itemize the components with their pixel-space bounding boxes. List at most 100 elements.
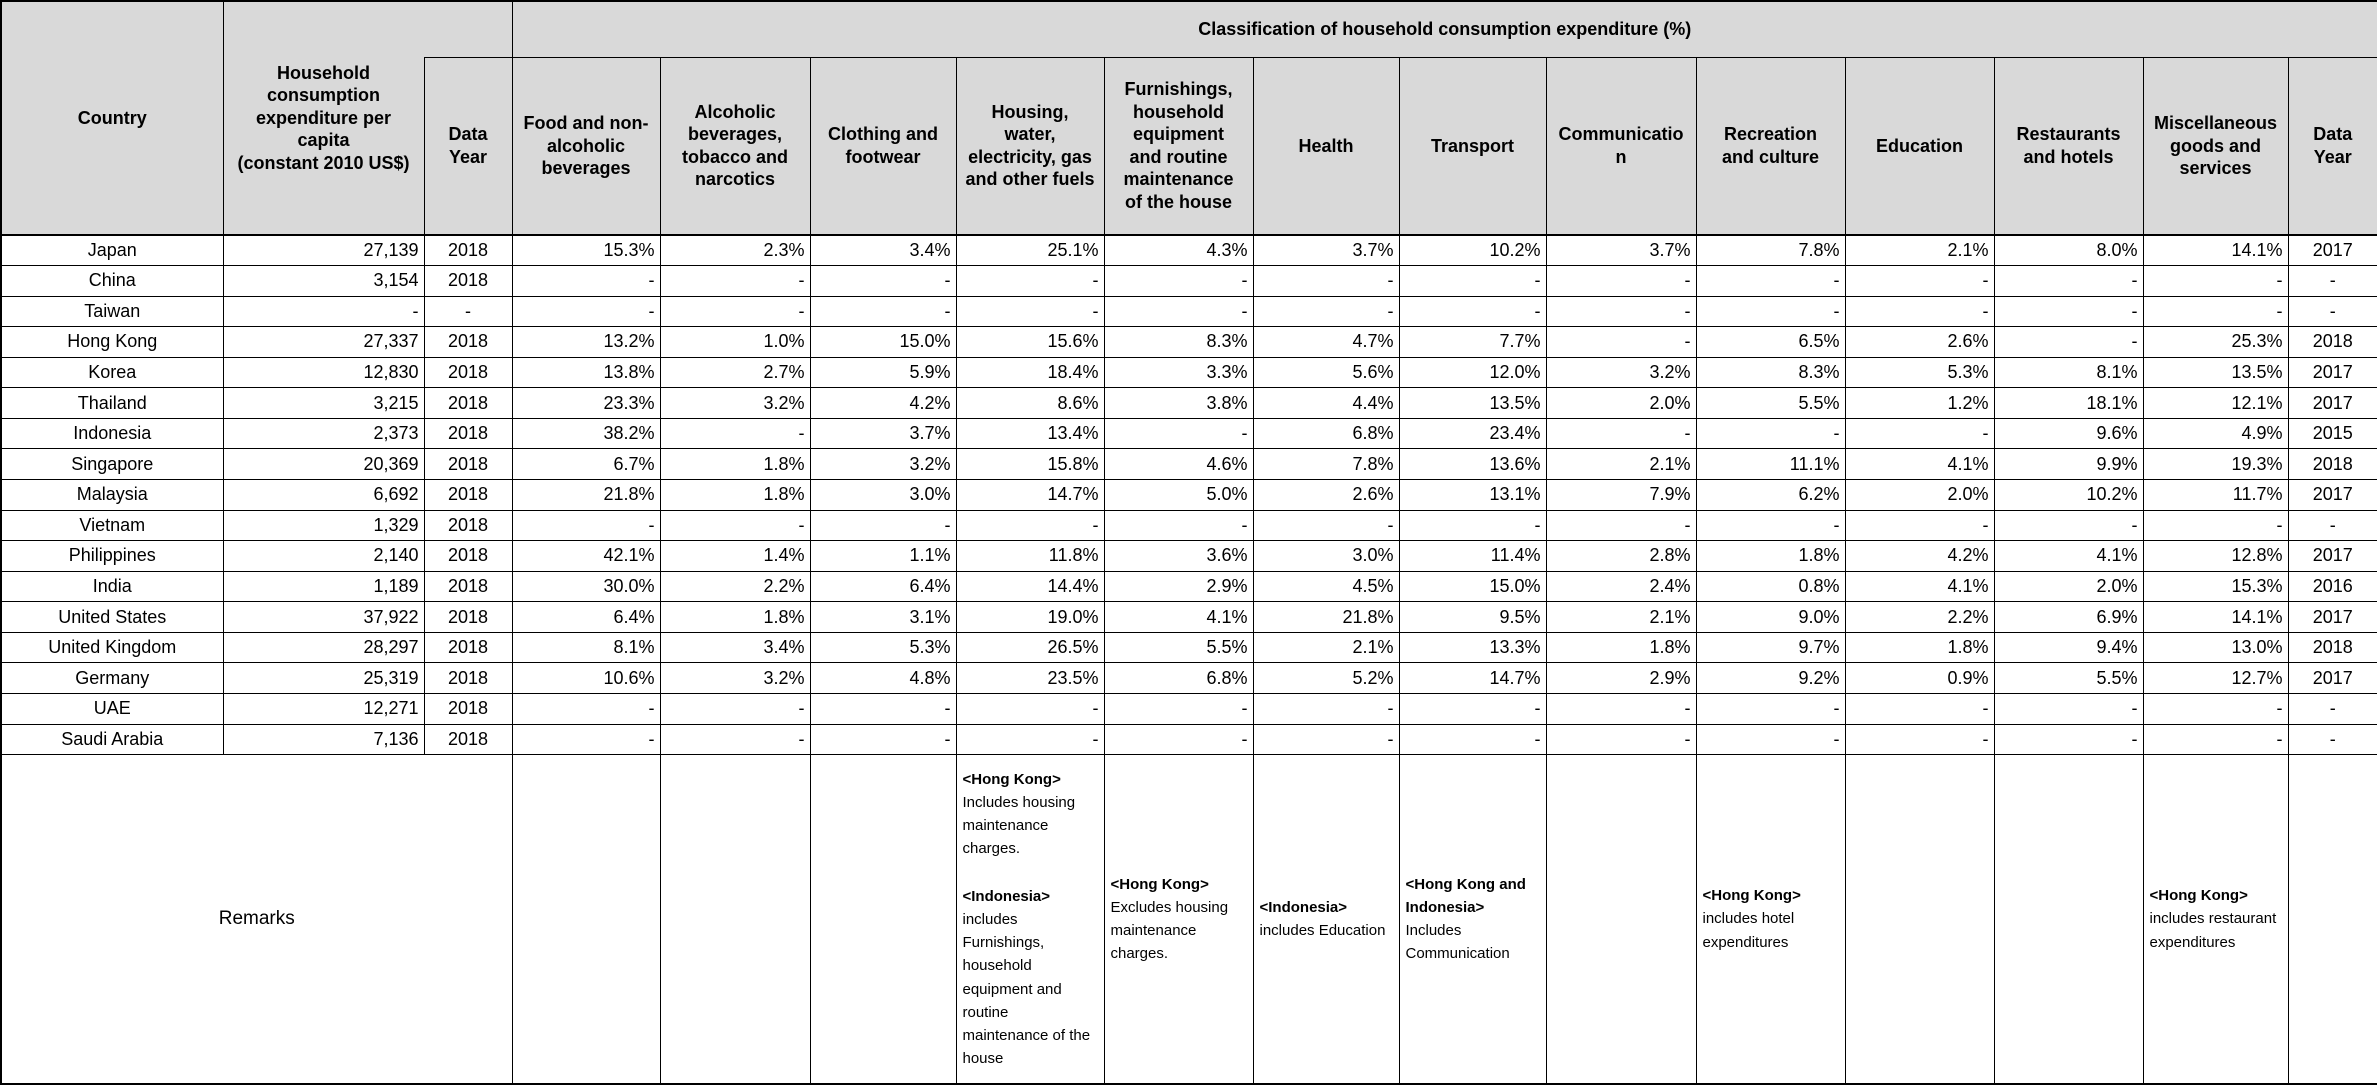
- value-cell: 5.6%: [1252, 356, 1400, 389]
- value-cell: 2.2%: [1844, 601, 1995, 633]
- remark-entry: <Hong Kong> includes restaurant expenditu…: [2150, 884, 2282, 954]
- value-cell: 12.8%: [2142, 540, 2289, 572]
- country-cell: Germany: [0, 662, 224, 694]
- table-row: Singapore 20,369 2018 6.7% 1.8% 3.2% 15.8% 4.6%…: [0, 448, 2377, 480]
- data-year-cell: 2018: [423, 631, 513, 664]
- country-cell: Taiwan: [0, 295, 224, 328]
- value-cell: 21.8%: [1252, 601, 1400, 633]
- value-cell: 2.3%: [659, 234, 811, 267]
- value-cell: 8.6%: [955, 387, 1105, 419]
- value-cell: 6.7%: [511, 448, 661, 480]
- value-cell: 25.1%: [955, 234, 1105, 267]
- data-year-cell: 2016: [2287, 570, 2377, 603]
- value-cell: 14.4%: [955, 570, 1105, 603]
- remark-cell: <Hong Kong and Indonesia> Includes Commun…: [1398, 754, 1547, 1085]
- value-cell: -: [1103, 295, 1254, 328]
- value-cell: 14.1%: [2142, 234, 2289, 267]
- value-cell: 7.9%: [1545, 479, 1697, 511]
- hce-per-capita-cell: 1,329: [222, 509, 425, 542]
- column-header-category: Clothing and footwear: [809, 56, 957, 236]
- data-year-cell: -: [2287, 509, 2377, 542]
- hce-per-capita-cell: 12,830: [222, 356, 425, 389]
- remark-country-tag: <Hong Kong>: [1702, 887, 1801, 905]
- value-cell: 5.3%: [809, 631, 957, 664]
- value-cell: 9.9%: [1993, 448, 2144, 480]
- value-cell: 42.1%: [511, 540, 661, 572]
- table-header: Country Household consumption expenditur…: [0, 0, 2377, 236]
- table-row: Japan 27,139 2018 15.3% 2.3% 3.4% 25.1% 4.3% 3.7…: [0, 234, 2377, 267]
- value-cell: 18.1%: [1993, 387, 2144, 419]
- remark-country-tag: <Hong Kong>: [962, 770, 1061, 788]
- data-year-cell: -: [2287, 295, 2377, 328]
- value-cell: 8.3%: [1695, 356, 1846, 389]
- value-cell: 3.7%: [1545, 234, 1697, 267]
- value-cell: -: [659, 723, 811, 756]
- value-cell: -: [955, 265, 1105, 297]
- remark-entry: <Hong Kong> includes hotel expenditures: [1703, 884, 1839, 954]
- column-header-category: Communicatio n: [1545, 56, 1697, 236]
- data-year-cell: 2017: [2287, 479, 2377, 511]
- hce-per-capita-cell: 25,319: [222, 662, 425, 694]
- remark-country-tag: <Hong Kong>: [1110, 875, 1209, 893]
- value-cell: 1.8%: [659, 479, 811, 511]
- value-cell: 4.5%: [1252, 570, 1400, 603]
- data-year-cell: 2018: [423, 417, 513, 450]
- hce-per-capita-cell: 37,922: [222, 601, 425, 633]
- value-cell: -: [1545, 692, 1697, 725]
- data-year-cell: 2018: [423, 540, 513, 572]
- data-year-cell: 2017: [2287, 356, 2377, 389]
- value-cell: -: [659, 692, 811, 725]
- hce-per-capita-cell: 28,297: [222, 631, 425, 664]
- column-header-category: Food and non- alcoholic beverages: [511, 56, 661, 236]
- value-cell: -: [1545, 295, 1697, 328]
- column-header-category: Health: [1252, 56, 1400, 236]
- value-cell: 3.4%: [809, 234, 957, 267]
- country-cell: UAE: [0, 692, 224, 725]
- value-cell: 4.1%: [1844, 448, 1995, 480]
- value-cell: 9.2%: [1695, 662, 1846, 694]
- value-cell: -: [955, 509, 1105, 542]
- value-cell: 5.5%: [1695, 387, 1846, 419]
- country-cell: China: [0, 265, 224, 297]
- value-cell: -: [1695, 265, 1846, 297]
- data-year-cell: 2017: [2287, 234, 2377, 267]
- value-cell: 13.0%: [2142, 631, 2289, 664]
- column-header-category: Restaurants and hotels: [1993, 56, 2144, 236]
- data-year-cell: -: [2287, 723, 2377, 756]
- value-cell: 6.5%: [1695, 326, 1846, 358]
- country-cell: Hong Kong: [0, 326, 224, 358]
- remark-country-tag: <Hong Kong and Indonesia>: [1405, 875, 1526, 916]
- value-cell: 7.8%: [1252, 448, 1400, 480]
- value-cell: 1.4%: [659, 540, 811, 572]
- table-row: United Kingdom 28,297 2018 8.1% 3.4% 5.3% 26.5…: [0, 631, 2377, 664]
- value-cell: -: [511, 723, 661, 756]
- value-cell: -: [659, 509, 811, 542]
- value-cell: 15.0%: [809, 326, 957, 358]
- value-cell: -: [809, 723, 957, 756]
- value-cell: 2.6%: [1844, 326, 1995, 358]
- column-header-category: Recreation and culture: [1695, 56, 1846, 236]
- remark-cell: [1993, 754, 2144, 1085]
- value-cell: -: [1252, 509, 1400, 542]
- value-cell: 1.8%: [659, 448, 811, 480]
- value-cell: 5.0%: [1103, 479, 1254, 511]
- remarks-label: Remarks: [0, 754, 513, 1085]
- value-cell: 8.0%: [1993, 234, 2144, 267]
- value-cell: -: [1695, 723, 1846, 756]
- hce-per-capita-cell: 3,154: [222, 265, 425, 297]
- data-year-cell: 2018: [423, 356, 513, 389]
- remarks-row: Remarks <Hong Kong> Includes housing main…: [0, 754, 2377, 1085]
- remark-text: Includes Communication: [1405, 922, 1510, 963]
- hce-per-capita-cell: -: [222, 295, 425, 328]
- value-cell: -: [1252, 265, 1400, 297]
- remark-entry: <Hong Kong> Includes housing maintenance …: [963, 768, 1098, 861]
- remark-text: includes Education: [1259, 922, 1386, 940]
- remark-cell: [2287, 754, 2377, 1085]
- remark-cell: <Hong Kong> includes hotel expenditures: [1695, 754, 1846, 1085]
- data-year-cell: 2015: [2287, 417, 2377, 450]
- value-cell: 2.6%: [1252, 479, 1400, 511]
- table-row: Hong Kong 27,337 2018 13.2% 1.0% 15.0% 15.6% 8.…: [0, 326, 2377, 358]
- value-cell: -: [1103, 723, 1254, 756]
- value-cell: -: [1993, 265, 2144, 297]
- country-cell: India: [0, 570, 224, 603]
